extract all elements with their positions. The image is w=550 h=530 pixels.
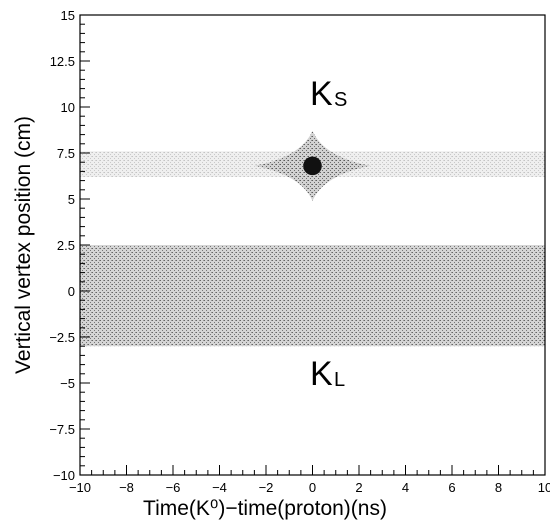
y-axis-label: Vertical vertex position (cm) <box>12 116 35 374</box>
x-tick-label: −2 <box>259 480 274 495</box>
x-tick-label: −4 <box>212 480 227 495</box>
y-tick-label: 12.5 <box>50 54 75 69</box>
y-tick-label: 7.5 <box>57 146 75 161</box>
y-tick-label: 5 <box>68 192 75 207</box>
x-tick-label: −6 <box>166 480 181 495</box>
annotation-subscript: S <box>334 89 347 111</box>
x-tick-label: −10 <box>69 480 91 495</box>
x-tick-label: 6 <box>448 480 455 495</box>
y-tick-label: −7.5 <box>49 422 75 437</box>
y-tick-label: 10 <box>61 100 75 115</box>
y-tick-label: 2.5 <box>57 238 75 253</box>
y-tick-label: −5 <box>60 376 75 391</box>
x-tick-label: 2 <box>355 480 362 495</box>
x-tick-label: 4 <box>402 480 409 495</box>
kl-density-band <box>80 245 545 347</box>
y-tick-label: 0 <box>68 284 75 299</box>
annotation-subscript: L <box>334 369 345 391</box>
annotation: K <box>310 75 333 113</box>
y-tick-label: 15 <box>61 8 75 23</box>
x-tick-label: 0 <box>309 480 316 495</box>
x-tick-label: 8 <box>495 480 502 495</box>
y-tick-label: −2.5 <box>49 330 75 345</box>
ks-core <box>303 156 322 176</box>
x-tick-label: 10 <box>538 480 550 495</box>
x-tick-label: −8 <box>119 480 134 495</box>
annotation: K <box>310 355 333 393</box>
y-tick-label: −10 <box>53 468 75 483</box>
x-axis-label: Time(K⁰)−time(proton)(ns) <box>143 497 387 520</box>
